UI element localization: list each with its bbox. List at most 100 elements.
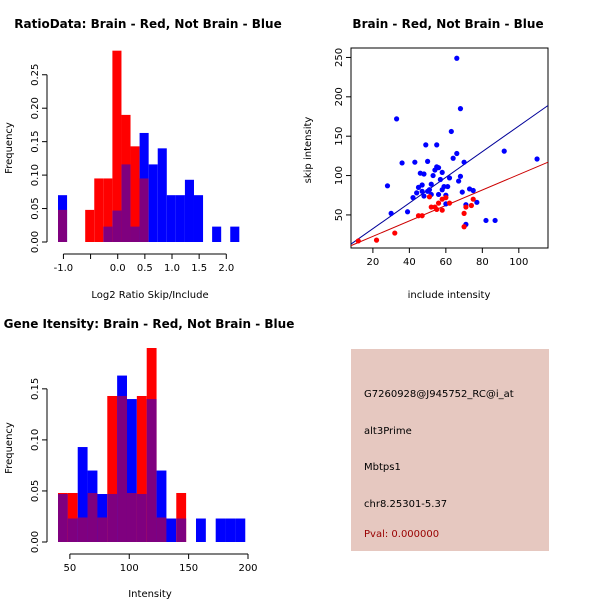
scatter-point-brain [446, 200, 453, 206]
ratio-histogram-y-tick-label: 0.25 [30, 64, 41, 86]
scatter-point-brain [434, 206, 440, 213]
gene-histogram-bar-not-brain [215, 518, 226, 542]
gene-histogram-x-tick-label: 50 [64, 563, 77, 574]
gene-intensity-histogram-chart: Gene Itensity: Brain - Red, Not Brain - … [4, 317, 295, 600]
scatter-point-not-brain [483, 217, 489, 224]
gene-histogram-bar-not-brain [166, 518, 177, 542]
gene-histogram-bar-overlap [77, 517, 88, 542]
ratio-histogram-bar-not-brain [184, 179, 194, 242]
scatter-point-not-brain [435, 191, 442, 198]
scatter-point-not-brain [435, 165, 442, 171]
scatter-point-not-brain [410, 195, 416, 201]
scatter-point-brain [435, 200, 442, 206]
gene-histogram-bar-not-brain [195, 518, 206, 542]
scatter-point-brain [463, 204, 469, 210]
scatter-x-tick-label: 20 [367, 257, 380, 268]
ratio-histogram-bar-brain [103, 178, 113, 242]
gene-histogram-bar-overlap [87, 492, 98, 542]
gene-histogram-bar-not-brain [156, 470, 167, 542]
intensity-scatter-chart: Brain - Red, Not Brain - Blue 20 40 60 80 10… [303, 17, 549, 301]
scatter-point-brain [470, 196, 476, 202]
ratio-histogram-bar-overlap [130, 226, 140, 242]
ratio-histogram-y-axis: 0.00 0.05 0.10 0.15 0.20 0.25 [30, 64, 48, 253]
ratio-histogram-bar-brain [85, 209, 95, 242]
ratio-histogram-bar-not-brain [166, 195, 176, 242]
gene-histogram-xlabel: Intensity [128, 589, 172, 600]
scatter-point-not-brain [421, 171, 427, 177]
gene-histogram-bar-not-brain [126, 399, 137, 542]
genomic-location-text: chr8.25301-5.37 [364, 499, 447, 510]
gene-histogram-bar-overlap [58, 494, 68, 542]
scatter-point-not-brain [421, 193, 427, 199]
scatter-point-brain [415, 213, 422, 219]
ratio-histogram-bar-not-brain [157, 148, 167, 242]
ratio-histogram-x-tick-label: 1.5 [191, 263, 207, 274]
scatter-title: Brain - Red, Not Brain - Blue [352, 17, 543, 31]
scatter-point-brain [439, 207, 445, 213]
gene-histogram-bar-overlap [146, 399, 157, 542]
ratio-histogram-bar-brain [130, 146, 140, 242]
scatter-point-not-brain [459, 189, 465, 195]
scatter-point-not-brain [456, 178, 462, 184]
gene-histogram-bar-not-brain [77, 447, 88, 542]
ratio-histogram-ylabel: Frequency [4, 122, 15, 174]
ratio-histogram-y-tick-label: 0.15 [30, 131, 41, 153]
scatter-y-axis: 50 100 150 200 250 [334, 48, 352, 221]
scatter-ylabel: skip intensity [303, 117, 314, 184]
ratio-histogram-bar-not-brain [175, 195, 185, 242]
gene-histogram-ylabel: Frequency [4, 422, 15, 474]
gene-histogram-x-axis: 50 100 150 200 [64, 553, 258, 574]
ratio-histogram-bar-brain [112, 50, 122, 243]
scatter-point-not-brain [384, 183, 391, 189]
scatter-point-brain [461, 224, 467, 230]
scatter-point-not-brain [454, 55, 460, 61]
scatter-points [355, 55, 540, 244]
scatter-point-not-brain [399, 160, 405, 166]
ratio-histogram-x-tick-label: 2.0 [218, 263, 234, 274]
scatter-point-not-brain [501, 148, 507, 154]
ratio-histogram-bar-not-brain [230, 226, 240, 242]
scatter-y-tick-label: 200 [334, 87, 345, 106]
gene-name-text: Mbtps1 [364, 462, 401, 473]
scatter-point-not-brain [470, 187, 476, 194]
scatter-fit-line-not-brain [350, 105, 549, 245]
gene-histogram-bars [58, 348, 246, 542]
ratio-histogram-xlabel: Log2 Ratio Skip/Include [91, 290, 208, 301]
scatter-point-not-brain [448, 128, 454, 135]
scatter-point-not-brain [450, 155, 456, 161]
gene-histogram-y-axis: 0.00 0.05 0.10 0.15 [30, 378, 48, 553]
scatter-x-tick-label: 40 [403, 257, 416, 268]
ratio-histogram-x-axis: -1.0 0.0 0.5 1.0 1.5 2.0 [54, 253, 234, 274]
gene-histogram-y-tick-label: 0.10 [30, 429, 41, 451]
scatter-point-not-brain [461, 159, 467, 165]
gene-histogram-bar-overlap [156, 517, 167, 542]
scatter-point-not-brain [423, 142, 429, 148]
gene-histogram-y-tick-label: 0.05 [30, 480, 41, 502]
scatter-point-not-brain [439, 169, 445, 176]
scatter-point-not-brain [419, 182, 425, 188]
ratio-histogram-bar-overlap [139, 178, 149, 242]
scatter-point-not-brain [454, 150, 460, 157]
gene-histogram-bar-overlap [67, 518, 78, 542]
gene-histogram-bar-brain [136, 395, 147, 542]
scatter-y-tick-label: 100 [334, 166, 345, 185]
scatter-point-not-brain [388, 210, 394, 216]
ratio-histogram-y-tick-label: 0.00 [30, 231, 41, 253]
ratio-histogram-bar-brain [94, 178, 104, 242]
scatter-point-brain [443, 195, 449, 201]
scatter-point-brain [355, 238, 361, 244]
scatter-point-not-brain [434, 142, 440, 148]
gene-histogram-bar-overlap [97, 517, 108, 542]
scatter-y-tick-label: 150 [334, 127, 345, 146]
scatter-x-tick-label: 80 [476, 257, 489, 268]
probe-info-panel: G7260928@J945752_RC@i_at alt3Prime Mbtps… [351, 349, 549, 551]
scatter-point-not-brain [428, 181, 434, 187]
event-type-text: alt3Prime [364, 426, 412, 437]
scatter-point-not-brain [426, 187, 433, 193]
gene-histogram-bar-brain [176, 492, 187, 542]
scatter-point-not-brain [457, 173, 464, 179]
scatter-y-tick-label: 250 [334, 48, 345, 67]
gene-histogram-title: Gene Itensity: Brain - Red, Not Brain - … [4, 317, 295, 331]
ratio-histogram-title: RatioData: Brain - Red, Not Brain - Blue [14, 17, 281, 31]
